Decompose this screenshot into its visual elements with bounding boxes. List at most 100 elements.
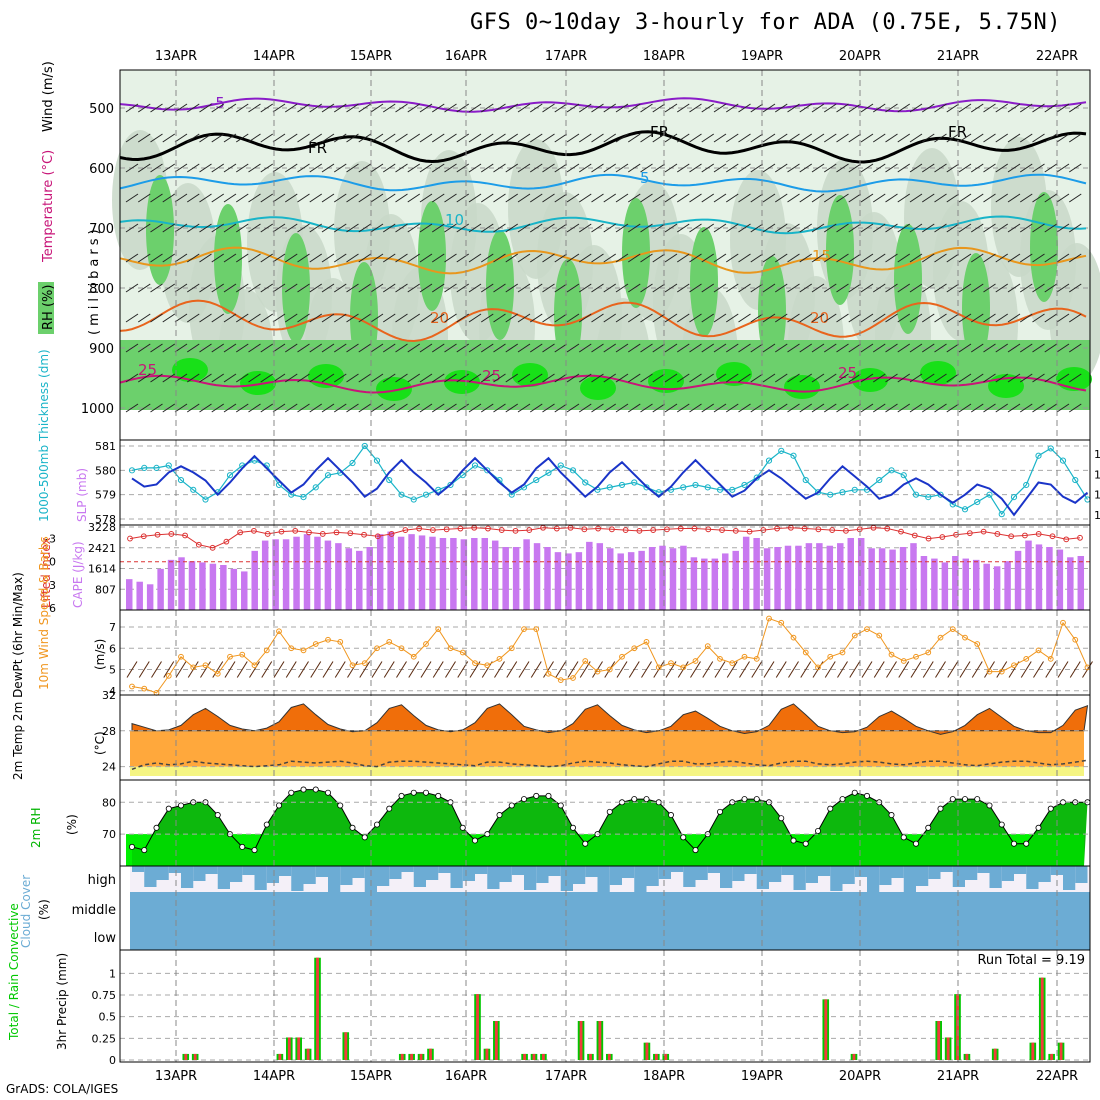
wind-barb	[260, 283, 274, 293]
wind-barb	[652, 103, 666, 113]
wind-barb	[150, 133, 163, 143]
wind-barb	[235, 253, 249, 263]
wind-barb	[750, 103, 764, 113]
wind-barb	[1019, 313, 1033, 323]
precip-conv-bar	[598, 1021, 602, 1060]
wind-barb	[542, 373, 555, 383]
wind10-barb	[886, 661, 897, 678]
wind-barb	[774, 103, 788, 113]
wind10-barb	[775, 661, 787, 678]
cape-bar	[993, 566, 1001, 610]
wind-barb	[554, 133, 568, 143]
wind-barb	[738, 103, 751, 113]
wind-barb	[566, 343, 580, 353]
cape-bar	[460, 539, 468, 610]
wind-barb	[223, 223, 237, 233]
wind-barb	[676, 103, 690, 113]
precip-conv-bar	[542, 1053, 545, 1060]
wind10-point	[374, 645, 380, 652]
precip-conv-bar	[193, 1053, 197, 1060]
wind-barb	[860, 403, 874, 413]
wind-barb	[627, 373, 641, 383]
wind-barb	[603, 133, 617, 143]
cape-bar	[220, 565, 227, 610]
li-point	[512, 527, 519, 534]
wind-barb	[395, 133, 408, 143]
wind-barb	[370, 253, 384, 263]
wind-barb	[370, 403, 384, 413]
wind-barb	[174, 403, 188, 413]
wind-barb	[517, 283, 531, 293]
cape-bar	[607, 548, 614, 610]
wind-barb	[370, 133, 384, 143]
cape-bar	[638, 550, 645, 610]
slp-line	[131, 454, 1089, 517]
wind-barb	[676, 403, 690, 413]
li-point	[664, 526, 670, 533]
slp-tick-label: 1010	[1094, 468, 1100, 481]
cape-bar	[910, 543, 917, 610]
li-point	[705, 526, 712, 533]
cloud-high-bar	[965, 866, 978, 880]
rh2m-point	[692, 847, 699, 854]
wind-barb	[333, 163, 347, 173]
cape-bar	[669, 548, 677, 610]
wind-barb	[640, 313, 653, 323]
wind-barb	[162, 103, 176, 113]
wind10-point	[643, 638, 650, 645]
wind10-point	[386, 638, 393, 645]
wind-barb	[493, 403, 506, 413]
wind-barb	[505, 193, 519, 203]
wind-barb	[1019, 103, 1033, 113]
wind-barb	[150, 283, 163, 293]
date-label-top: 18APR	[643, 49, 685, 64]
wind-barb	[1019, 343, 1033, 353]
dewpoint-line	[131, 759, 1088, 771]
wind-barb	[689, 193, 702, 203]
thickness-tick-label: 581	[95, 440, 116, 453]
cloud-high-bar	[475, 866, 488, 874]
wind-barb	[431, 193, 445, 203]
wind-barb	[419, 103, 433, 113]
wind-barb	[738, 193, 751, 203]
wind-barb	[701, 313, 715, 323]
wind-barb	[836, 283, 849, 293]
wind-barb	[211, 223, 225, 233]
thickness-point	[324, 472, 332, 479]
wind10-point	[251, 662, 258, 669]
cloud-high-bar	[1063, 866, 1076, 890]
wind10-barb	[163, 661, 175, 678]
cloud-high-bar	[205, 866, 218, 874]
wind-barb	[395, 283, 408, 293]
wind-barb	[762, 103, 776, 113]
wind-barb	[823, 103, 837, 113]
rh2m-point	[753, 796, 760, 803]
wind-barb	[921, 373, 935, 383]
wind-barb	[640, 403, 653, 413]
thickness-point	[741, 481, 748, 489]
wind10-barb	[690, 661, 701, 678]
wind10-point	[239, 651, 246, 658]
wind-barb	[419, 253, 433, 263]
precip-legend-label: Total / Rain Convective	[7, 903, 21, 1041]
wind-barb	[150, 313, 163, 323]
cloud-high-bar	[891, 866, 904, 878]
wind-barb	[1044, 103, 1058, 113]
wind-barb	[836, 163, 849, 173]
wind-barb	[1056, 193, 1070, 203]
wind-barb	[162, 163, 176, 173]
cloud-high-bar	[242, 866, 255, 875]
wind-barb	[1019, 373, 1033, 383]
rh-shade-green	[690, 227, 718, 337]
rh2m-point	[141, 847, 148, 854]
wind-barb	[554, 253, 568, 263]
wind10-barb	[910, 661, 922, 678]
thickness-tick-label: 580	[95, 464, 116, 477]
cloud-high-bar	[744, 866, 757, 874]
cape-bar	[972, 559, 980, 610]
li-point	[1022, 532, 1028, 539]
wind10-point	[545, 670, 552, 677]
cloud-high-bar	[524, 866, 537, 890]
wind-barb	[995, 313, 1009, 323]
wind-barb	[309, 313, 323, 323]
